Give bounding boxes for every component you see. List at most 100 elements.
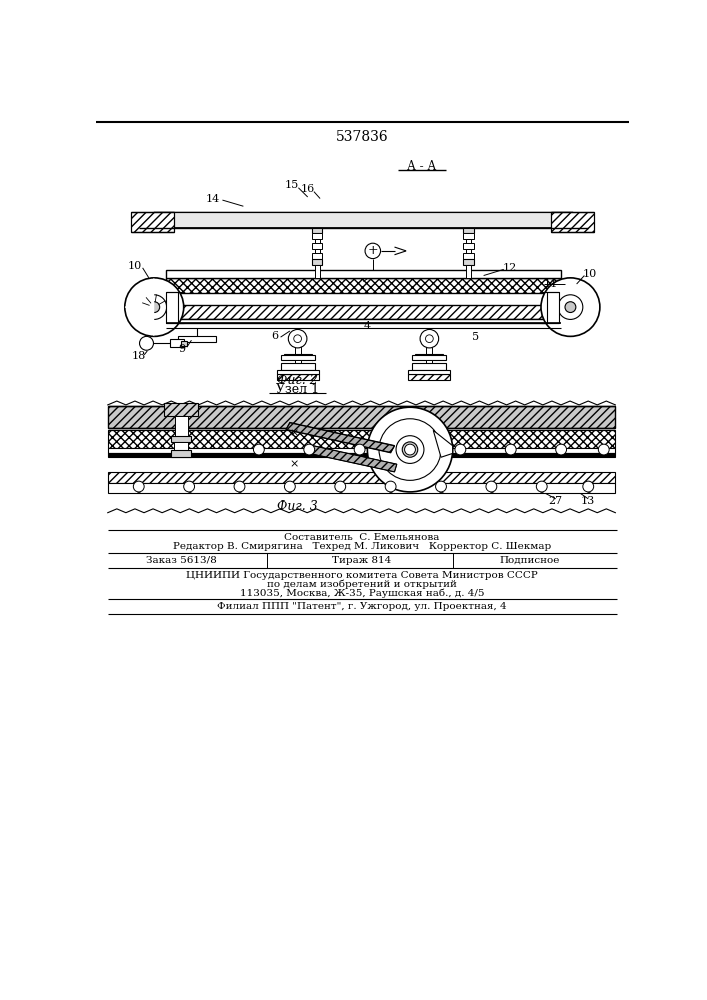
Circle shape bbox=[556, 444, 566, 455]
Circle shape bbox=[506, 444, 516, 455]
Bar bbox=[166, 292, 177, 323]
Bar bbox=[180, 341, 187, 346]
Bar bbox=[284, 354, 312, 359]
Bar bbox=[315, 239, 320, 243]
Text: +: + bbox=[368, 244, 378, 257]
Text: 4: 4 bbox=[364, 321, 371, 331]
Circle shape bbox=[436, 481, 446, 492]
Bar bbox=[107, 430, 615, 448]
Circle shape bbox=[304, 444, 315, 455]
Circle shape bbox=[149, 302, 160, 312]
Text: Филиал ППП "Патент", г. Ужгород, ул. Проектная, 4: Филиал ППП "Патент", г. Ужгород, ул. Про… bbox=[217, 602, 507, 611]
Text: Составитель  С. Емельянова: Составитель С. Емельянова bbox=[284, 533, 440, 542]
Bar bbox=[312, 253, 322, 259]
Bar bbox=[171, 436, 192, 442]
Bar bbox=[416, 369, 443, 374]
Circle shape bbox=[404, 444, 416, 455]
Bar bbox=[295, 360, 300, 363]
Circle shape bbox=[565, 302, 575, 312]
Circle shape bbox=[598, 444, 609, 455]
Text: А - А: А - А bbox=[407, 160, 436, 173]
Circle shape bbox=[365, 243, 380, 259]
Bar bbox=[312, 228, 322, 233]
Polygon shape bbox=[286, 423, 395, 453]
Circle shape bbox=[139, 336, 153, 350]
Bar bbox=[107, 472, 615, 483]
Bar bbox=[175, 416, 187, 436]
Text: 6: 6 bbox=[271, 331, 278, 341]
Bar bbox=[166, 278, 561, 293]
Bar bbox=[295, 359, 300, 374]
Bar bbox=[426, 339, 433, 356]
Circle shape bbox=[134, 481, 144, 492]
Bar bbox=[462, 253, 474, 259]
Text: ×: × bbox=[289, 459, 298, 469]
Bar bbox=[276, 370, 319, 374]
Bar bbox=[426, 359, 433, 374]
Bar bbox=[276, 374, 319, 380]
Circle shape bbox=[406, 446, 414, 453]
Bar bbox=[164, 403, 199, 416]
Bar bbox=[466, 249, 472, 253]
Bar bbox=[312, 233, 322, 239]
Text: 537836: 537836 bbox=[336, 130, 388, 144]
Polygon shape bbox=[309, 446, 397, 472]
Polygon shape bbox=[125, 278, 154, 336]
Bar bbox=[466, 239, 472, 243]
Text: 13: 13 bbox=[581, 496, 595, 506]
Circle shape bbox=[385, 481, 396, 492]
Circle shape bbox=[354, 444, 365, 455]
Circle shape bbox=[253, 444, 264, 455]
Bar bbox=[412, 363, 446, 370]
Text: 15: 15 bbox=[285, 180, 299, 190]
Circle shape bbox=[184, 481, 194, 492]
Text: 16: 16 bbox=[300, 184, 315, 194]
Circle shape bbox=[537, 481, 547, 492]
Bar bbox=[409, 370, 450, 374]
Bar bbox=[412, 355, 446, 360]
Bar bbox=[166, 305, 561, 319]
Bar bbox=[416, 354, 443, 359]
Bar bbox=[166, 270, 561, 278]
Text: Фиг. 2: Фиг. 2 bbox=[277, 374, 318, 387]
Bar bbox=[177, 336, 216, 342]
Text: 14: 14 bbox=[205, 194, 219, 204]
Text: 18: 18 bbox=[132, 351, 146, 361]
Circle shape bbox=[379, 419, 441, 480]
Text: 27: 27 bbox=[549, 496, 563, 506]
Bar bbox=[462, 259, 474, 265]
Text: Заказ 5613/8: Заказ 5613/8 bbox=[146, 556, 217, 565]
Bar bbox=[171, 450, 192, 457]
Bar bbox=[426, 360, 433, 363]
Bar bbox=[315, 249, 320, 253]
Text: 11: 11 bbox=[544, 279, 558, 289]
Bar bbox=[462, 243, 474, 249]
Text: 113035, Москва, Ж-35, Раушская наб., д. 4/5: 113035, Москва, Ж-35, Раушская наб., д. … bbox=[240, 588, 484, 598]
Text: 9: 9 bbox=[178, 344, 185, 354]
Circle shape bbox=[368, 407, 452, 492]
Bar bbox=[295, 339, 300, 356]
Circle shape bbox=[402, 442, 418, 457]
Text: по делам изобретений и открытий: по делам изобретений и открытий bbox=[267, 580, 457, 589]
Bar bbox=[312, 243, 322, 249]
Text: 5: 5 bbox=[472, 332, 479, 342]
Text: 10: 10 bbox=[128, 261, 142, 271]
Circle shape bbox=[558, 295, 583, 319]
Circle shape bbox=[486, 481, 497, 492]
Circle shape bbox=[426, 335, 433, 343]
Text: 12: 12 bbox=[503, 263, 517, 273]
Bar bbox=[131, 212, 174, 232]
Circle shape bbox=[396, 436, 424, 463]
Bar bbox=[170, 339, 184, 347]
Circle shape bbox=[583, 481, 594, 492]
Circle shape bbox=[455, 444, 466, 455]
Bar bbox=[107, 453, 615, 457]
Bar bbox=[107, 406, 615, 428]
Bar bbox=[281, 355, 315, 360]
Bar bbox=[551, 212, 594, 232]
Bar bbox=[462, 233, 474, 239]
Circle shape bbox=[142, 295, 167, 319]
Bar bbox=[281, 363, 315, 370]
Bar bbox=[107, 448, 615, 453]
Polygon shape bbox=[433, 430, 452, 457]
